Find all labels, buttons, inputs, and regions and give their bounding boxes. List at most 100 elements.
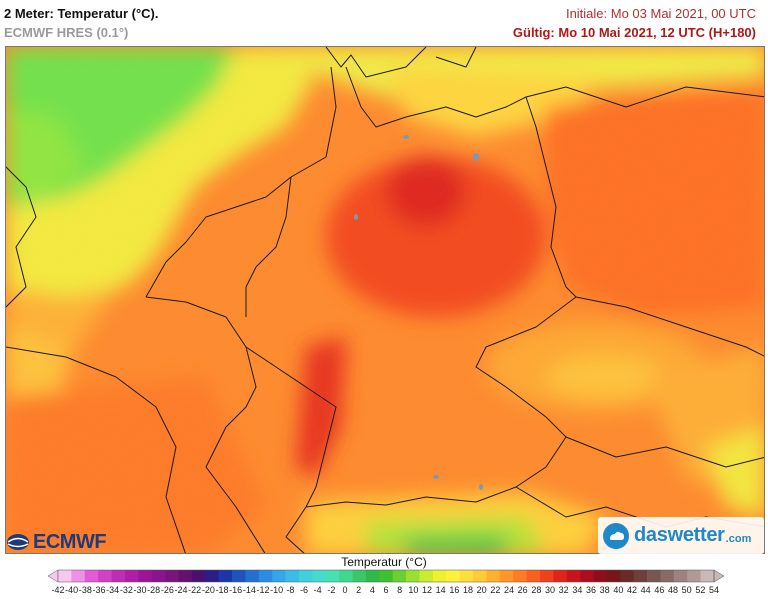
legend-swatch <box>111 570 126 582</box>
legend-tick-label: 26 <box>517 585 528 595</box>
legend-tick-label: 16 <box>449 585 460 595</box>
legend-tick-label: -2 <box>327 585 336 595</box>
legend-swatch <box>700 570 715 582</box>
legend-swatch <box>419 570 434 582</box>
legend-title: Temperatur (°C) <box>341 555 427 569</box>
legend-swatch <box>191 570 206 582</box>
legend-tick-label: -6 <box>299 585 309 595</box>
legend-swatch <box>566 570 581 582</box>
legend-tick-label: 38 <box>599 585 610 595</box>
legend-swatch <box>593 570 608 582</box>
legend-swatch <box>258 570 273 582</box>
legend-tick-label: -32 <box>119 585 133 595</box>
legend-tick-label: -34 <box>106 585 120 595</box>
legend-tick-label: -10 <box>270 585 284 595</box>
legend-tick-label: 44 <box>640 585 651 595</box>
legend-swatch <box>71 570 86 582</box>
cloud-icon <box>603 522 629 549</box>
legend-swatch <box>272 570 286 582</box>
legend-tick-label: 24 <box>503 585 515 595</box>
temperature-map[interactable] <box>5 46 765 554</box>
legend-swatch <box>339 570 353 582</box>
legend-tick-label: 10 <box>408 585 419 595</box>
legend-tick-label: -16 <box>229 585 243 595</box>
legend-tick-label: -38 <box>78 585 92 595</box>
legend-swatch <box>620 570 634 582</box>
legend-swatch <box>379 570 393 582</box>
legend-tick-label: 22 <box>490 585 501 595</box>
legend-tick-label: -4 <box>313 585 322 595</box>
legend-swatch <box>687 570 701 582</box>
legend-swatch <box>218 570 233 582</box>
legend-tick-label: 30 <box>544 585 556 595</box>
legend-tick-label: 54 <box>708 585 720 595</box>
legend-swatch <box>138 570 153 582</box>
legend-swatch <box>606 570 621 582</box>
model-label: ECMWF HRES (0.1°) <box>4 25 129 40</box>
legend-tick-label: 2 <box>356 585 362 595</box>
legend-tick-label: 34 <box>572 585 583 595</box>
legend-swatch <box>633 570 648 582</box>
legend-tick-label: -12 <box>256 585 270 595</box>
legend-tick-label: 8 <box>397 585 403 595</box>
lakes <box>354 135 483 490</box>
legend-swatch <box>499 570 514 582</box>
legend-swatch <box>660 570 675 582</box>
legend-tick-label: -22 <box>188 585 202 595</box>
legend-swatch <box>312 570 327 582</box>
legend-tick-label: -28 <box>147 585 161 595</box>
legend-swatch <box>406 570 420 582</box>
legend-tick-label: 50 <box>681 585 692 595</box>
initial-time: Initiale: Mo 03 Mai 2021, 00 UTC <box>565 6 756 21</box>
legend-swatch <box>526 570 541 582</box>
legend-tick-label: -26 <box>160 585 174 595</box>
legend-swatch <box>352 570 367 582</box>
legend-swatch <box>151 570 166 582</box>
legend-tick-label: -18 <box>215 585 229 595</box>
legend-tick-label: -8 <box>286 585 295 595</box>
legend-tick-label: 20 <box>476 585 487 595</box>
legend-swatch <box>205 570 219 582</box>
legend-swatch <box>553 570 568 582</box>
legend-tick-label: 32 <box>558 585 569 595</box>
legend-tick-label: 4 <box>369 585 375 595</box>
legend-tick-label: 12 <box>421 585 433 595</box>
ecmwf-globe-icon <box>7 534 29 550</box>
legend-tick-label: 18 <box>462 585 474 595</box>
legend-swatch <box>58 570 72 582</box>
daswetter-logo[interactable]: daswetter .com <box>598 517 764 554</box>
legend-swatch <box>459 570 474 582</box>
ecmwf-logo: ECMWF <box>6 531 107 553</box>
legend-swatch <box>232 570 246 582</box>
legend-tick-label: -14 <box>242 585 256 595</box>
legend-tick-label: 6 <box>383 585 389 595</box>
map-title: 2 Meter: Temperatur (°C). <box>4 6 159 21</box>
legend-swatch <box>84 570 99 582</box>
legend-swatch <box>285 570 300 582</box>
legend-tick-label: 48 <box>667 585 679 595</box>
map-canvas <box>6 47 764 553</box>
legend-swatch <box>432 570 447 582</box>
legend-swatch <box>325 570 340 582</box>
legend-swatch <box>473 570 487 582</box>
legend-labels: -42 -40 -38 -36 -34 -32 -30 -28 -26 -24 -22 -20 -18-… <box>0 585 768 599</box>
legend-tick-label: 46 <box>654 585 665 595</box>
legend-tick-label: -30 <box>133 585 147 595</box>
legend-swatch <box>124 570 139 582</box>
legend-swatch <box>673 570 688 582</box>
legend-tick-label: 28 <box>531 585 542 595</box>
legend-arrow-right <box>713 569 725 583</box>
legend-tick-label: -24 <box>174 585 188 595</box>
legend-border <box>57 569 715 583</box>
legend-tick-label: 42 <box>626 585 638 595</box>
legend-tick-label: 52 <box>695 585 706 595</box>
legend-swatch <box>365 570 380 582</box>
legend-tick-label: -42 <box>51 585 65 595</box>
legend-tick-label: 40 <box>613 585 624 595</box>
legend-swatch <box>486 570 501 582</box>
legend-swatch <box>178 570 193 582</box>
legend-swatch <box>580 570 594 582</box>
legend-tick-label: -20 <box>201 585 215 595</box>
legend-swatch <box>245 570 260 582</box>
legend-swatch <box>647 570 661 582</box>
